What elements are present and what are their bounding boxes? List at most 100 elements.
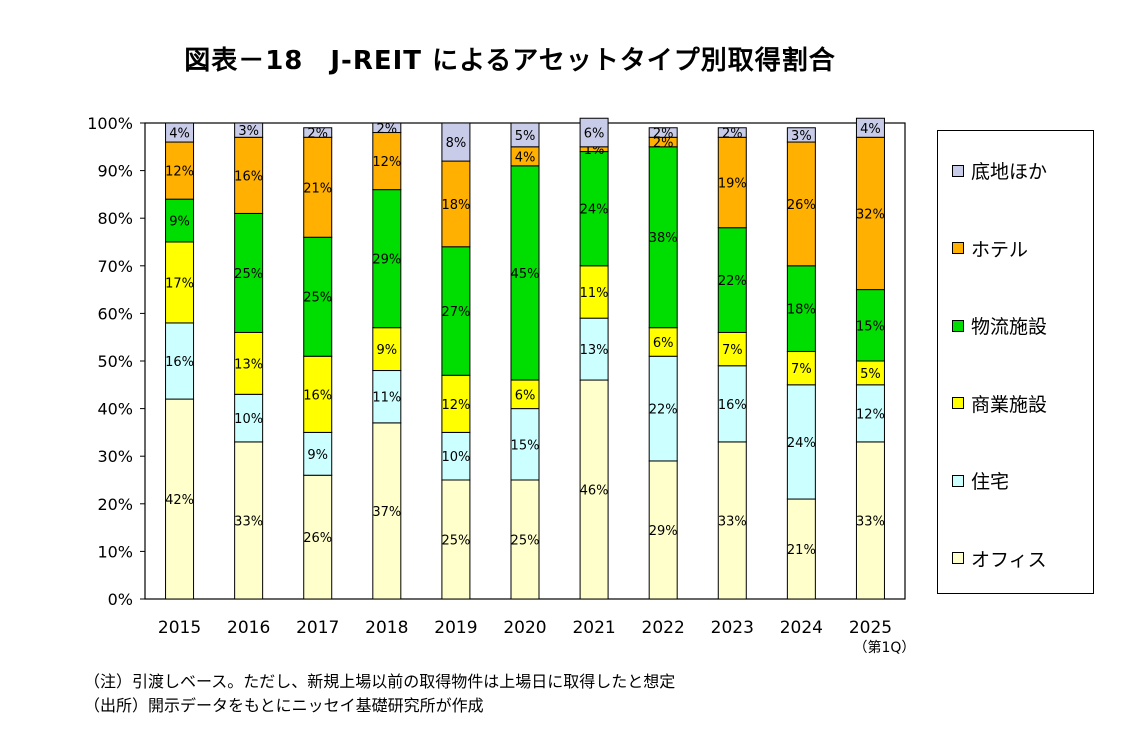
bar-segment <box>855 117 885 138</box>
bar-segment <box>717 136 747 229</box>
data-label: 18% <box>787 303 816 318</box>
data-label: 25% <box>511 534 540 549</box>
note-text: （注）引渡しベース。ただし、新規上場以前の取得物件は上場日に取得したと想定 <box>84 672 676 691</box>
bar-segment <box>786 141 816 267</box>
data-label: 7% <box>791 362 812 377</box>
legend-swatch <box>952 242 964 254</box>
bar-segment <box>441 122 471 162</box>
data-label: 16% <box>303 388 332 403</box>
bar-segment <box>510 379 540 410</box>
legend-item: ホテル <box>952 235 1028 262</box>
data-label: 18% <box>441 198 470 213</box>
data-label: 11% <box>372 391 401 406</box>
bar-segment <box>579 117 609 148</box>
bar-segment <box>165 198 195 243</box>
data-label: 2% <box>722 127 743 142</box>
data-label: 9% <box>377 343 398 358</box>
data-label: 33% <box>234 514 263 529</box>
bar-segment <box>717 365 747 443</box>
bar-segment <box>165 398 195 600</box>
data-label: 2% <box>307 127 328 142</box>
legend-item: 住宅 <box>952 467 1009 494</box>
x-tick-label: 2024 <box>780 618 823 638</box>
data-label: 5% <box>515 129 536 144</box>
legend-item: 商業施設 <box>952 390 1047 417</box>
legend-item: 底地ほか <box>952 157 1047 184</box>
bar-segment <box>786 498 816 600</box>
bar-segment <box>510 479 540 600</box>
bar-segment <box>303 474 333 600</box>
y-tick-label: 30% <box>97 447 133 466</box>
legend-swatch <box>952 552 964 564</box>
x-tick-label: 2018 <box>365 618 408 638</box>
legend-label: オフィス <box>971 548 1047 571</box>
bar-segment <box>234 136 264 214</box>
y-tick-label: 50% <box>97 352 133 371</box>
data-label: 12% <box>441 398 470 413</box>
data-label: 15% <box>856 319 885 334</box>
bar-segment <box>303 127 333 138</box>
bar-segment <box>372 132 402 191</box>
bar-segment <box>303 355 333 433</box>
data-label: 33% <box>856 514 885 529</box>
data-label: 13% <box>234 357 263 372</box>
data-label: 29% <box>372 253 401 268</box>
y-tick-label: 10% <box>97 542 133 561</box>
bar-segment <box>165 122 195 143</box>
bar-segment <box>786 265 816 352</box>
data-label: 13% <box>580 343 609 358</box>
y-tick-label: 0% <box>108 590 133 609</box>
legend-swatch <box>952 474 964 487</box>
legend-swatch <box>952 319 964 332</box>
bar-segment <box>441 479 471 600</box>
data-label: 24% <box>580 203 609 218</box>
data-label: 4% <box>169 127 190 142</box>
data-label: 25% <box>441 534 470 549</box>
data-label: 16% <box>234 169 263 184</box>
data-label: 3% <box>791 129 812 144</box>
data-label: 24% <box>787 436 816 451</box>
data-label: 11% <box>580 286 609 301</box>
bar-segment <box>165 322 195 400</box>
bar-segment <box>648 327 678 357</box>
bar-segment <box>441 374 471 433</box>
legend: 底地ほか ホテル 物流施設 商業施設 住宅 オフィス <box>937 130 1094 594</box>
data-label: 7% <box>722 343 743 358</box>
bar-segment <box>165 241 195 324</box>
data-label: 16% <box>165 355 194 370</box>
x-tick-label: 2020 <box>503 618 546 638</box>
bar-segment <box>303 431 333 476</box>
y-tick-label: 90% <box>97 162 133 181</box>
data-label: 22% <box>718 274 747 289</box>
data-label: 25% <box>234 267 263 282</box>
data-label: 12% <box>165 165 194 180</box>
data-label: 9% <box>169 215 190 230</box>
data-label: 12% <box>372 155 401 170</box>
bar-segment <box>855 384 885 443</box>
data-label: 32% <box>856 207 885 222</box>
data-label: 12% <box>856 407 885 422</box>
x-tick-label: 2025 <box>849 618 892 638</box>
x-tick-sublabel: （第1Q） <box>853 639 915 656</box>
y-tick-label: 70% <box>97 257 133 276</box>
data-label: 27% <box>441 305 470 320</box>
data-label: 9% <box>307 448 328 463</box>
bar-segment <box>303 236 333 357</box>
legend-label: 住宅 <box>971 471 1010 493</box>
bar-segment <box>441 246 471 376</box>
bar-segment <box>786 384 816 500</box>
x-tick-label: 2022 <box>642 618 685 638</box>
source-text: （出所）開示データをもとにニッセイ基礎研究所が作成 <box>84 696 484 715</box>
legend-swatch <box>952 397 964 409</box>
data-label: 33% <box>718 514 747 529</box>
data-label: 3% <box>238 124 259 139</box>
data-label: 2% <box>653 136 674 151</box>
x-tick-label: 2019 <box>434 618 477 638</box>
data-label: 17% <box>165 276 194 291</box>
data-label: 2% <box>377 122 398 137</box>
bar-segment <box>510 165 540 381</box>
data-label: 2% <box>653 127 674 142</box>
legend-label: 底地ほか <box>971 161 1048 183</box>
bar-segment <box>717 441 747 600</box>
bar-segment <box>855 136 885 291</box>
